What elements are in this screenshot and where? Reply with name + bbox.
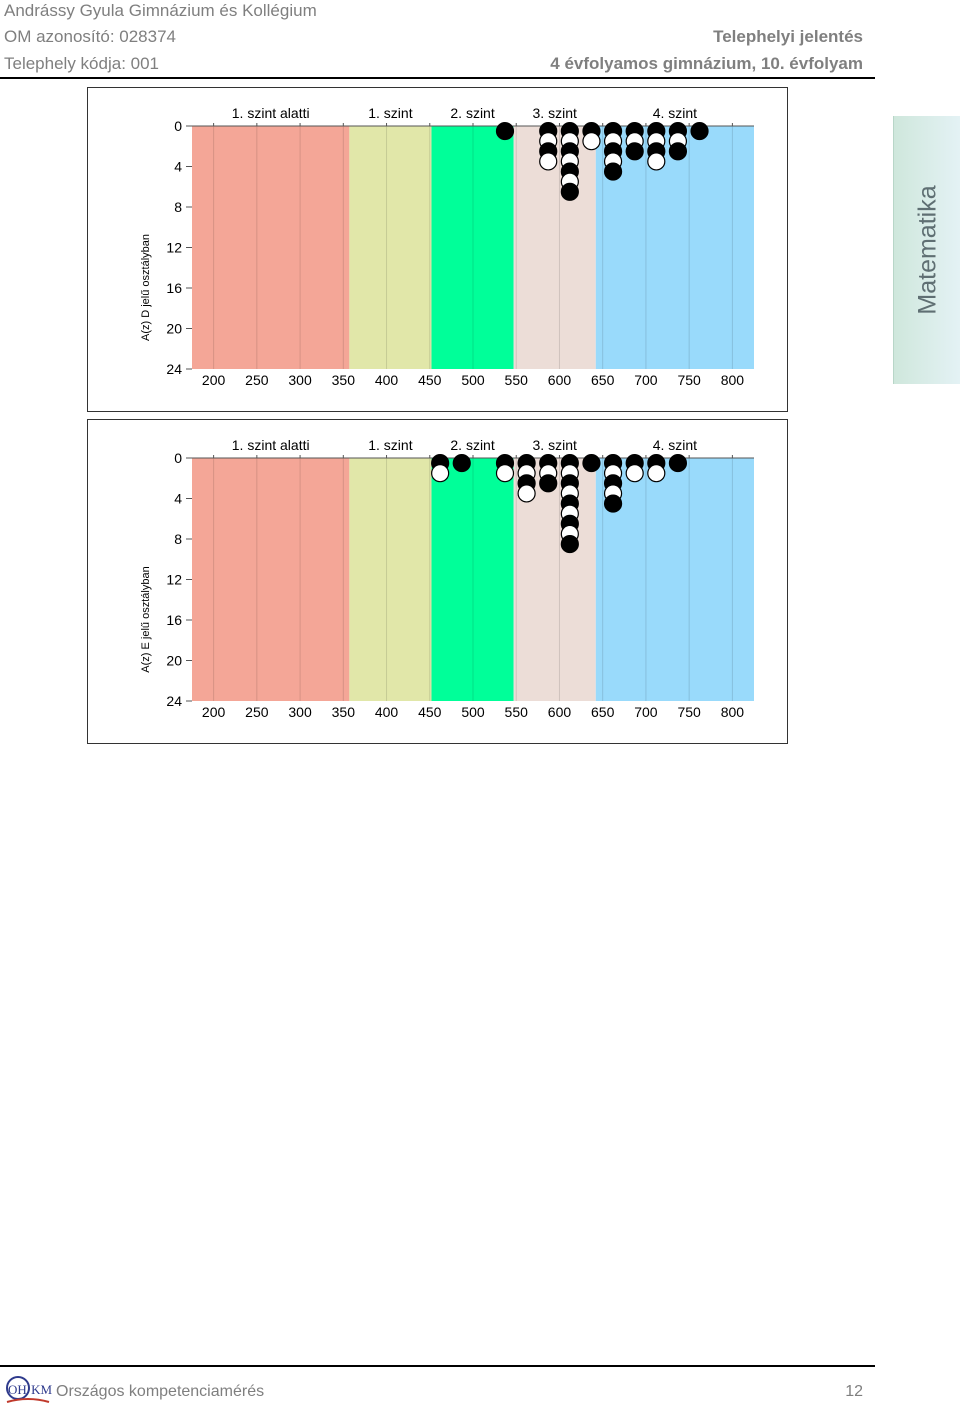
x-tick-label: 500 (461, 372, 485, 388)
y-tick-label: 16 (166, 612, 182, 628)
level-label: 1. szint (368, 105, 412, 121)
school-name: Andrássy Gyula Gimnázium és Kollégium (4, 1, 317, 20)
student-dot (668, 453, 688, 473)
x-tick-label: 650 (591, 704, 615, 720)
level-band (349, 458, 432, 701)
x-tick-label: 350 (332, 372, 356, 388)
student-dot (539, 152, 558, 171)
student-dot (582, 453, 601, 473)
x-tick-label: 750 (677, 704, 701, 720)
y-tick-label: 24 (166, 693, 182, 709)
level-band (192, 126, 350, 369)
x-tick-label: 600 (548, 372, 572, 388)
logo-text: OH·KM (8, 1382, 52, 1397)
y-tick-label: 0 (174, 118, 182, 134)
y-tick-label: 4 (174, 159, 182, 175)
level-band (595, 458, 754, 701)
x-tick-label: 600 (548, 704, 572, 720)
level-band (431, 126, 514, 369)
chart-e: 1. szint alatti 1. szint 2. szint 3. szint 4… (140, 437, 754, 720)
header-rule (0, 77, 875, 79)
x-tick-label: 500 (461, 704, 485, 720)
x-tick-label: 250 (245, 704, 269, 720)
x-tick-label: 450 (418, 704, 442, 720)
y-tick-label: 8 (174, 199, 182, 215)
x-tick-label: 400 (375, 704, 399, 720)
student-dot (647, 464, 666, 483)
level-label: 1. szint alatti (232, 437, 310, 453)
student-dot (495, 464, 515, 483)
subject-tab-label: Matematika (913, 185, 941, 315)
x-tick-label: 450 (418, 372, 442, 388)
student-dot (539, 474, 558, 493)
x-tick-label: 550 (505, 704, 529, 720)
level-band (431, 458, 514, 701)
student-dot (625, 142, 644, 161)
y-tick-label: 20 (166, 321, 182, 337)
y-tick-label: 24 (166, 361, 182, 377)
x-tick-label: 650 (591, 372, 615, 388)
footer-label: Országos kompetenciamérés (56, 1383, 265, 1400)
x-tick-label: 550 (505, 372, 529, 388)
y-tick-label: 16 (166, 280, 182, 296)
grade-label: 4 évfolyamos gimnázium, 10. évfolyam (550, 54, 863, 73)
student-dot (495, 121, 515, 141)
level-label: 3. szint (533, 437, 577, 453)
subject-tab[interactable]: Matematika (893, 116, 960, 384)
level-label: 2. szint (450, 437, 494, 453)
student-dot (647, 152, 666, 171)
y-tick-label: 0 (174, 450, 182, 466)
level-label: 4. szint (653, 105, 697, 121)
level-label: 1. szint (368, 437, 412, 453)
x-tick-label: 300 (288, 704, 312, 720)
student-dot (690, 121, 709, 141)
site-code: Telephely kódja: 001 (4, 54, 160, 73)
x-tick-label: 350 (332, 704, 356, 720)
student-dot (517, 484, 536, 503)
footer-rule (0, 1365, 875, 1367)
y-tick-label: 12 (166, 240, 182, 256)
chart-panel-e: 1. szint alatti 1. szint 2. szint 3. szint 4… (87, 419, 788, 744)
y-axis-label: A(z) D jelű osztályban (140, 234, 152, 341)
student-dot (668, 142, 688, 161)
oh-logo-icon: OH·KM (6, 1376, 52, 1403)
level-label: 4. szint (653, 437, 697, 453)
x-tick-label: 800 (721, 704, 745, 720)
y-tick-label: 12 (166, 572, 182, 588)
x-tick-label: 700 (634, 704, 658, 720)
student-dot (582, 132, 601, 151)
level-band (595, 126, 754, 369)
page-number: 12 (845, 1383, 863, 1400)
x-tick-label: 700 (634, 372, 658, 388)
level-label: 1. szint alatti (232, 105, 310, 121)
chart-d: 1. szint alatti 1. szint 2. szint 3. szint 4… (140, 105, 754, 388)
x-tick-label: 400 (375, 372, 399, 388)
x-tick-label: 200 (202, 704, 226, 720)
student-dot (625, 464, 644, 483)
level-band (349, 126, 432, 369)
y-tick-label: 20 (166, 653, 182, 669)
x-tick-label: 300 (288, 372, 312, 388)
level-label: 2. szint (450, 105, 494, 121)
report-type: Telephelyi jelentés (713, 27, 863, 46)
student-dot (452, 453, 471, 473)
y-tick-label: 8 (174, 531, 182, 547)
student-dot (603, 494, 623, 513)
y-tick-label: 4 (174, 491, 182, 507)
student-dot (560, 182, 579, 201)
x-tick-label: 800 (721, 372, 745, 388)
chart-panel-d: 1. szint alatti 1. szint 2. szint 3. szint 4… (87, 87, 788, 412)
student-dot (603, 162, 623, 181)
student-dot (431, 464, 450, 483)
x-tick-label: 200 (202, 372, 226, 388)
level-band (192, 458, 350, 701)
x-tick-label: 750 (677, 372, 701, 388)
student-dot (560, 534, 579, 554)
y-axis-label: A(z) E jelű osztályban (140, 566, 152, 672)
level-label: 3. szint (533, 105, 577, 121)
x-tick-label: 250 (245, 372, 269, 388)
om-id: OM azonosító: 028374 (4, 27, 177, 46)
